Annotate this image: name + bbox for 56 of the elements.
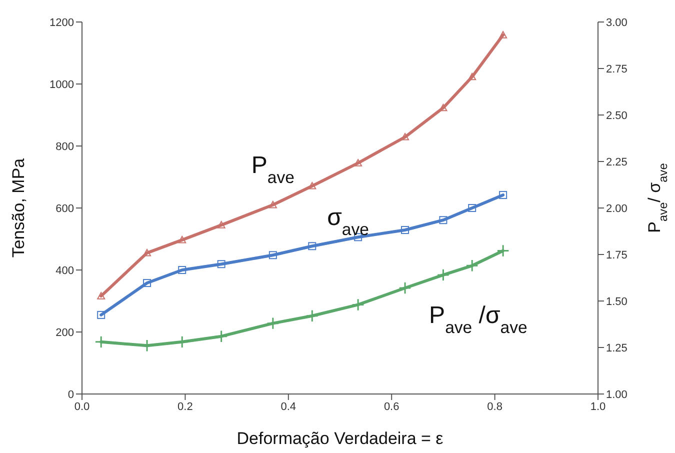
- y2-tick-label: 1.75: [606, 249, 628, 262]
- point: [468, 204, 476, 212]
- y-tick-label: 600: [56, 202, 74, 215]
- point: [308, 242, 316, 250]
- y2-tick-label: 1.25: [606, 342, 628, 354]
- y-tick-label: 1200: [50, 16, 74, 29]
- point: [439, 104, 448, 112]
- point: [97, 310, 106, 319]
- x-axis-title: Deformação Verdadeira = ε: [236, 429, 444, 448]
- point: [398, 282, 412, 294]
- point: [266, 316, 280, 330]
- y2-tick-label: 2.25: [606, 156, 628, 168]
- y2-tick-label: 3.00: [606, 16, 628, 29]
- point: [217, 260, 226, 268]
- y2-tick-label: 1.50: [606, 296, 628, 308]
- point: [401, 226, 410, 234]
- point: [468, 72, 476, 80]
- point: [308, 182, 316, 190]
- point: [143, 279, 152, 288]
- x-tick-label: 0.6: [384, 400, 400, 413]
- point: [214, 330, 228, 343]
- point: [439, 216, 448, 224]
- series-label: P$_{ave}$ /σ$_{ave}$: [429, 302, 528, 336]
- point: [496, 244, 510, 258]
- point: [436, 268, 450, 282]
- point: [499, 190, 508, 199]
- x-tick-label: 1.0: [590, 400, 606, 413]
- point: [306, 310, 318, 322]
- point: [268, 251, 277, 260]
- y2-tick-label: 2.00: [606, 202, 628, 215]
- y-tick-label: 0: [68, 388, 74, 401]
- y-tick-label: 200: [56, 326, 74, 339]
- point: [217, 221, 226, 228]
- series-label: σ$_{ave}$: [327, 204, 369, 239]
- y2-tick-label: 2.50: [606, 110, 628, 122]
- point: [352, 298, 364, 312]
- series-label: P$_{ave}$: [251, 152, 294, 186]
- y-tick-label: 800: [56, 140, 74, 153]
- x-tick-label: 0.8: [487, 400, 502, 413]
- x-tick-label: 0.0: [74, 400, 90, 413]
- y-tick-label: 1000: [50, 78, 74, 91]
- point: [97, 292, 106, 300]
- point: [143, 248, 152, 256]
- point: [178, 236, 186, 244]
- y2-tick-label: 2.75: [606, 63, 628, 76]
- x-tick-label: 0.4: [280, 400, 296, 413]
- y-axis-title: Tensão, MPa: [9, 158, 28, 258]
- x-tick-label: 0.2: [178, 400, 193, 413]
- point: [499, 31, 508, 38]
- y2-tick-label: 1.00: [606, 388, 628, 401]
- point: [466, 259, 478, 272]
- point: [401, 133, 410, 140]
- point: [178, 266, 186, 274]
- point: [354, 159, 362, 166]
- point: [268, 200, 277, 208]
- y-tick-label: 400: [56, 264, 74, 277]
